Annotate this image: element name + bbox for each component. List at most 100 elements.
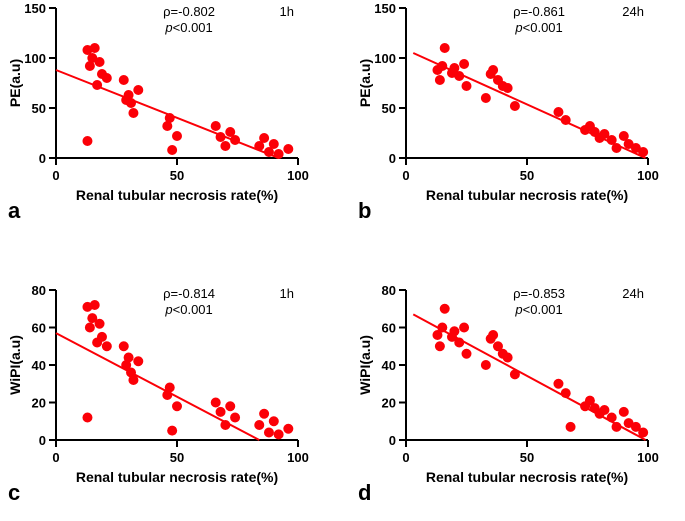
y-tick-label: 0	[39, 151, 46, 166]
data-point	[503, 353, 513, 363]
data-point	[488, 65, 498, 75]
y-tick-label: 50	[382, 101, 396, 116]
scatter-plot: 050100050100150Renal tubular necrosis ra…	[0, 0, 330, 210]
data-point	[259, 409, 269, 419]
panel-letter: a	[8, 198, 20, 224]
y-axis-title: WiPI(a.u)	[7, 335, 23, 395]
data-point	[128, 375, 138, 385]
x-tick-label: 100	[637, 168, 659, 183]
data-point	[92, 80, 102, 90]
data-point	[269, 416, 279, 426]
data-point	[553, 379, 563, 389]
data-point	[220, 420, 230, 430]
data-point	[225, 401, 235, 411]
data-point	[211, 121, 221, 131]
y-axis-title: PE(a.u)	[357, 59, 373, 107]
data-point	[172, 401, 182, 411]
data-point	[553, 107, 563, 117]
data-point	[437, 323, 447, 333]
data-point	[435, 75, 445, 85]
y-tick-label: 20	[382, 396, 396, 411]
time-label: 24h	[622, 4, 644, 19]
y-tick-label: 40	[382, 358, 396, 373]
data-point	[612, 143, 622, 153]
data-point	[283, 144, 293, 154]
panel-a: 050100050100150Renal tubular necrosis ra…	[0, 0, 342, 260]
data-point	[172, 131, 182, 141]
x-tick-label: 50	[170, 168, 184, 183]
data-point	[435, 341, 445, 351]
data-point	[481, 93, 491, 103]
data-point	[274, 149, 284, 159]
y-axis-title: WiPI(a.u)	[357, 335, 373, 395]
data-point	[165, 383, 175, 393]
rho-label: ρ=-0.814	[163, 286, 215, 301]
x-tick-label: 50	[170, 450, 184, 465]
data-point	[454, 338, 464, 348]
data-point	[82, 136, 92, 146]
data-point	[440, 304, 450, 314]
panel-letter: b	[358, 198, 371, 224]
panel-letter: c	[8, 480, 20, 506]
p-value-label: p<0.001	[164, 302, 212, 317]
data-point	[607, 413, 617, 423]
p-italic: p	[164, 302, 172, 317]
y-tick-label: 0	[39, 433, 46, 448]
p-italic: p	[514, 20, 522, 35]
x-tick-label: 0	[52, 168, 59, 183]
y-tick-label: 40	[32, 358, 46, 373]
data-point	[126, 98, 136, 108]
data-point	[638, 147, 648, 157]
data-point	[561, 388, 571, 398]
data-point	[488, 330, 498, 340]
p-italic: p	[164, 20, 172, 35]
panel-c: 050100020406080Renal tubular necrosis ra…	[0, 282, 342, 520]
data-point	[167, 426, 177, 436]
y-tick-label: 60	[32, 321, 46, 336]
data-point	[95, 57, 105, 67]
data-point	[90, 300, 100, 310]
data-point	[82, 413, 92, 423]
data-point	[211, 398, 221, 408]
rho-label: ρ=-0.802	[163, 4, 215, 19]
data-point	[481, 360, 491, 370]
data-point	[128, 108, 138, 118]
p-rest: <0.001	[173, 20, 213, 35]
data-point	[102, 341, 112, 351]
data-point	[510, 101, 520, 111]
data-point	[97, 332, 107, 342]
data-point	[459, 323, 469, 333]
data-point	[437, 61, 447, 71]
data-point	[264, 428, 274, 438]
data-point	[638, 428, 648, 438]
scatter-plot: 050100020406080Renal tubular necrosis ra…	[0, 282, 330, 492]
y-tick-label: 20	[32, 396, 46, 411]
data-point	[167, 145, 177, 155]
panel-d: 050100020406080Renal tubular necrosis ra…	[350, 282, 685, 520]
y-tick-label: 0	[389, 433, 396, 448]
data-point	[440, 43, 450, 53]
x-axis-title: Renal tubular necrosis rate(%)	[76, 469, 278, 485]
x-tick-label: 0	[402, 450, 409, 465]
data-point	[216, 132, 226, 142]
x-tick-label: 100	[637, 450, 659, 465]
x-tick-label: 50	[520, 450, 534, 465]
data-point	[133, 85, 143, 95]
rho-label: ρ=-0.853	[513, 286, 565, 301]
p-rest: <0.001	[173, 302, 213, 317]
x-axis-title: Renal tubular necrosis rate(%)	[426, 469, 628, 485]
y-axis-title: PE(a.u)	[7, 59, 23, 107]
data-point	[124, 353, 134, 363]
data-point	[459, 59, 469, 69]
y-tick-label: 80	[382, 283, 396, 298]
panel-b: 050100050100150Renal tubular necrosis ra…	[350, 0, 685, 260]
data-point	[561, 115, 571, 125]
data-point	[462, 349, 472, 359]
data-point	[259, 133, 269, 143]
data-point	[216, 407, 226, 417]
data-point	[230, 135, 240, 145]
p-value-label: p<0.001	[514, 20, 562, 35]
panel-letter: d	[358, 480, 371, 506]
rho-label: ρ=-0.861	[513, 4, 565, 19]
data-point	[254, 420, 264, 430]
